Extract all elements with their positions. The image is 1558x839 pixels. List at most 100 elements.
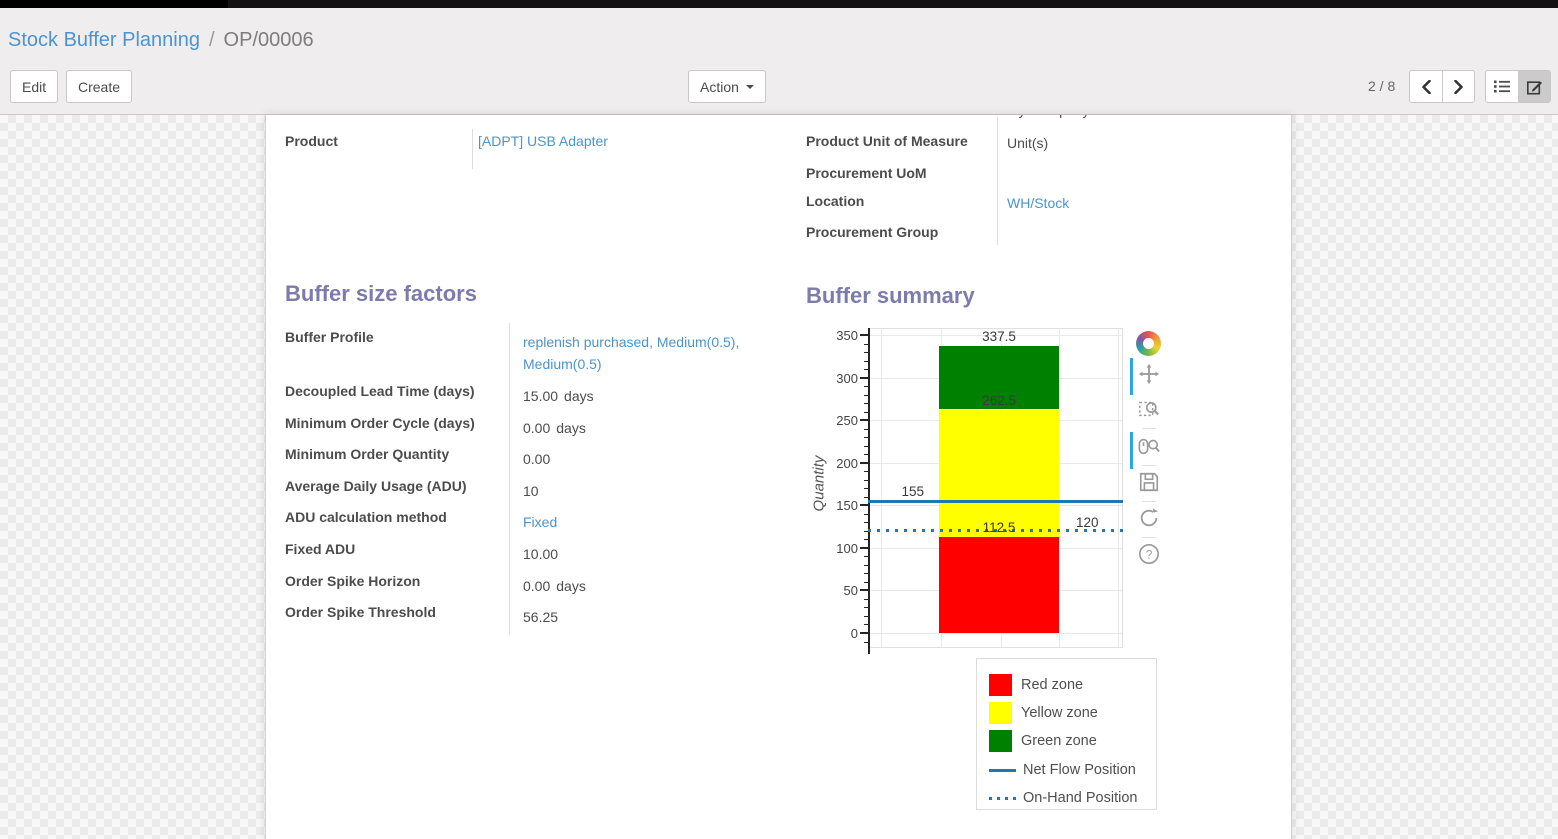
legend-item: On-Hand Position: [989, 787, 1137, 809]
y-axis-minor-tick: [864, 352, 868, 354]
action-dropdown-button[interactable]: Action: [688, 70, 766, 103]
pager-counter: 2 / 8: [1368, 78, 1396, 94]
legend-label: Yellow zone: [1021, 705, 1098, 721]
y-axis-minor-tick: [864, 607, 868, 609]
y-axis-major-tick: [860, 589, 868, 592]
legend-item: Green zone: [989, 730, 1097, 752]
on-hand-position-swatch: [989, 796, 1016, 800]
y-axis-tick-label: 150: [836, 498, 858, 514]
y-axis-major-tick: [860, 334, 868, 336]
field-value: 15.00 days: [523, 388, 594, 404]
y-axis-minor-tick: [864, 471, 868, 473]
wheel-zoom-tool-icon[interactable]: [1138, 435, 1160, 457]
red-zone-swatch: [989, 674, 1012, 696]
divider: [472, 129, 473, 169]
y-axis-minor-tick: [864, 539, 868, 541]
y-axis-minor-tick: [864, 488, 868, 490]
gridline-horizontal: [868, 335, 1123, 336]
field-value: 10: [523, 483, 539, 499]
field-unit: days: [564, 388, 594, 404]
field-label: Average Daily Usage (ADU): [285, 478, 467, 494]
list-view-button[interactable]: [1486, 71, 1518, 102]
pan-tool-icon[interactable]: [1138, 363, 1160, 385]
y-axis-minor-tick: [864, 403, 868, 405]
y-axis-minor-tick: [864, 581, 868, 583]
chart-legend: Red zone Yellow zone Green zone Net Flow Po…: [976, 658, 1157, 810]
gridline-vertical: [1118, 328, 1119, 648]
y-axis-minor-tick: [864, 428, 868, 430]
y-axis-minor-tick: [864, 641, 868, 643]
bokeh-logo-icon[interactable]: [1136, 331, 1161, 356]
active-tool-indicator: [1130, 358, 1133, 395]
field-label: Minimum Order Quantity: [285, 446, 450, 462]
product-value-link[interactable]: [ADPT] USB Adapter: [478, 133, 608, 149]
workspace-background: My Company Product [ADPT] USB Adapter Pr…: [0, 115, 1558, 839]
gridline-vertical: [1059, 328, 1060, 648]
y-axis-tick-label: 300: [836, 370, 858, 386]
legend-item: Red zone: [989, 674, 1083, 696]
field-value: 0.00: [523, 451, 551, 467]
pager-next-button[interactable]: [1442, 71, 1474, 102]
y-axis-minor-tick: [864, 615, 868, 617]
y-axis-major-tick: [860, 632, 868, 634]
field-label: Minimum Order Cycle (days): [285, 415, 475, 431]
field-label: ADU calculation method: [285, 509, 447, 525]
field-value[interactable]: replenish purchased, Medium(0.5), Medium…: [523, 334, 740, 372]
y-axis-minor-tick: [864, 624, 868, 626]
legend-item: Net Flow Position: [989, 759, 1136, 781]
field-label: Order Spike Threshold: [285, 604, 436, 620]
field-label: Fixed ADU: [285, 541, 356, 557]
svg-text:?: ?: [1146, 548, 1153, 562]
field-value: Unit(s): [1007, 135, 1049, 151]
divider: [509, 323, 510, 635]
pager-previous-button[interactable]: [1410, 71, 1442, 102]
red-zone-bar: [939, 537, 1059, 633]
help-tool-icon[interactable]: ?: [1138, 543, 1160, 565]
y-axis-minor-tick: [864, 445, 868, 447]
y-axis-minor-tick: [864, 556, 868, 558]
zone-boundary-label: 337.5: [982, 328, 1016, 344]
y-axis-minor-tick: [864, 360, 868, 362]
reset-tool-icon[interactable]: [1138, 507, 1160, 529]
green-zone-swatch: [989, 730, 1012, 752]
y-axis-minor-tick: [864, 598, 868, 600]
field-value[interactable]: Fixed: [523, 514, 558, 530]
y-axis-major-tick: [860, 504, 868, 507]
legend-label: Net Flow Position: [1023, 762, 1136, 778]
plot-frame: [868, 328, 1123, 648]
divider: [997, 117, 998, 245]
legend-label: On-Hand Position: [1023, 790, 1138, 806]
create-button[interactable]: Create: [66, 70, 133, 103]
breadcrumb-parent-link[interactable]: Stock Buffer Planning: [8, 29, 200, 51]
zone-boundary-label: 112.5: [982, 520, 1016, 536]
field-value: 0.00 days: [523, 420, 586, 436]
save-tool-icon[interactable]: [1138, 471, 1160, 493]
legend-label: Red zone: [1021, 677, 1084, 693]
field-value: 0.00 days: [523, 578, 586, 594]
y-axis-tick-label: 200: [836, 455, 858, 471]
y-axis-major-tick: [860, 546, 868, 549]
product-label: Product: [285, 133, 338, 149]
y-axis-title: Quantity: [810, 455, 828, 512]
net-flow-position-line: [868, 499, 1123, 503]
edit-button[interactable]: Edit: [10, 70, 59, 103]
control-panel: Stock Buffer Planning / OP/00006 Edit Cr…: [0, 8, 1558, 115]
form-view-button[interactable]: [1518, 71, 1550, 102]
y-axis-minor-tick: [864, 343, 868, 345]
field-unit: days: [556, 420, 586, 436]
field-label: Procurement UoM: [806, 165, 927, 181]
field-label: Order Spike Horizon: [285, 573, 421, 589]
divider: [1142, 501, 1156, 502]
field-label: Decoupled Lead Time (days): [285, 383, 475, 399]
y-axis-minor-tick: [864, 530, 868, 532]
box-zoom-tool-icon[interactable]: [1138, 397, 1160, 419]
chevron-left-icon: [1421, 79, 1431, 94]
y-axis-minor-tick: [864, 369, 868, 371]
field-value: 10.00: [523, 546, 559, 562]
field-value[interactable]: WH/Stock: [1007, 195, 1070, 211]
clipped-field-value: My Company: [1007, 115, 1089, 118]
active-tool-indicator: [1130, 432, 1133, 469]
y-axis-minor-tick: [864, 394, 868, 396]
y-axis-minor-tick: [864, 411, 868, 413]
yellow-zone-bar: [939, 409, 1059, 538]
